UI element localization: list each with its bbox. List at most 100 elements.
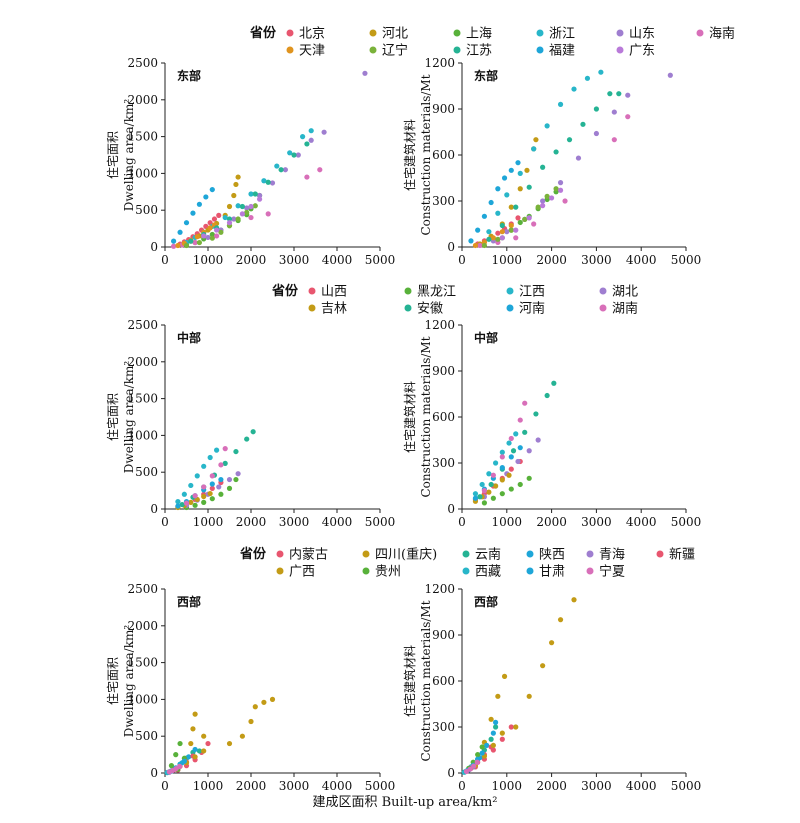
data-point: [517, 219, 523, 226]
data-point: [209, 496, 215, 502]
data-point: [598, 69, 604, 75]
legend-label: 陕西: [539, 548, 565, 563]
x-tick-label: 3000: [581, 515, 612, 529]
series-安徽: [179, 429, 256, 508]
x-tick-label: 5000: [365, 515, 396, 529]
data-point: [252, 704, 258, 710]
data-point: [513, 204, 519, 210]
data-point: [201, 463, 207, 469]
data-point: [477, 494, 483, 500]
legend-item: 辽宁: [369, 43, 408, 59]
x-tick-label: 5000: [365, 253, 396, 267]
data-point: [201, 233, 207, 239]
data-point: [317, 167, 323, 173]
series-江苏: [486, 91, 622, 242]
data-point: [192, 746, 198, 753]
data-point: [171, 243, 177, 249]
data-point: [201, 484, 207, 490]
data-point: [192, 502, 198, 508]
data-point: [261, 178, 267, 184]
data-point: [194, 473, 200, 479]
data-point: [477, 242, 483, 249]
data-point: [580, 121, 586, 127]
data-point: [308, 137, 314, 143]
data-point: [508, 486, 514, 492]
legend-marker: [404, 287, 412, 295]
legend-marker: [536, 29, 544, 37]
data-point: [508, 227, 514, 233]
data-point: [508, 222, 514, 229]
data-point: [226, 485, 233, 491]
data-point: [201, 733, 207, 739]
data-point: [300, 134, 306, 140]
data-point: [517, 481, 523, 488]
legend-item: 四川(重庆): [362, 547, 437, 563]
data-point: [557, 187, 564, 193]
legend-label: 黑龙江: [417, 285, 456, 300]
legend-marker: [586, 567, 594, 575]
data-point: [207, 490, 213, 497]
y-tick-label: 900: [432, 364, 455, 378]
data-point: [475, 752, 481, 758]
data-point: [201, 499, 207, 505]
legend-label: 广西: [289, 565, 315, 580]
data-point: [499, 736, 505, 742]
y-tick-label: 2500: [127, 318, 158, 332]
data-point: [488, 199, 494, 206]
y-tick-label: 2000: [127, 355, 158, 369]
data-point: [481, 242, 487, 249]
data-point: [278, 167, 284, 173]
data-point: [216, 484, 222, 490]
data-point: [526, 184, 532, 190]
legend-marker: [286, 46, 294, 54]
y-tick-label: 1500: [127, 392, 158, 406]
data-point: [265, 211, 271, 217]
series-江西: [175, 447, 220, 505]
x-tick-label: 0: [161, 779, 169, 793]
data-point: [235, 216, 241, 222]
data-point: [499, 477, 505, 483]
data-point: [495, 186, 501, 192]
panel-label: 东部: [177, 68, 201, 83]
data-point: [475, 227, 481, 233]
data-point: [252, 191, 258, 197]
scatter-panel-6: 0 1000 2000 3000 4000 5000 0 300 600 900 1200 西部住宅建…: [402, 582, 701, 793]
data-point: [625, 114, 631, 120]
legend-label: 山东: [629, 27, 655, 42]
data-point: [517, 170, 523, 176]
data-point: [481, 213, 487, 219]
data-point: [488, 716, 494, 722]
y-tick-label: 1000: [127, 692, 158, 706]
data-point: [248, 214, 254, 221]
data-point: [222, 460, 228, 466]
legend-label: 湖北: [612, 285, 638, 300]
x-tick-label: 2000: [236, 779, 267, 793]
data-point: [218, 491, 224, 497]
legend-marker: [462, 550, 470, 558]
data-point: [269, 696, 276, 703]
data-point: [490, 742, 496, 749]
data-point: [479, 750, 485, 756]
data-point: [186, 754, 192, 760]
series-浙江: [183, 128, 314, 246]
x-tick-label: 4000: [626, 515, 657, 529]
legend-item: 西藏: [462, 565, 501, 580]
data-point: [506, 440, 512, 446]
data-point: [201, 748, 207, 754]
x-tick-label: 1000: [193, 515, 224, 529]
data-point: [196, 748, 202, 754]
data-point: [192, 239, 198, 246]
data-point: [244, 436, 250, 442]
legend-marker: [696, 29, 704, 37]
series-辽宁: [481, 186, 559, 249]
legend-marker: [369, 46, 377, 54]
data-point: [526, 475, 532, 481]
data-point: [177, 740, 183, 747]
data-point: [481, 500, 487, 506]
legend-label: 广东: [629, 44, 655, 59]
y-axis-label-en: Dwelling area/km²: [122, 99, 136, 212]
y-axis-label-en: Construction materials/Mt: [419, 74, 433, 235]
data-point: [535, 204, 541, 210]
legend-marker: [526, 567, 534, 575]
legend-marker: [369, 29, 377, 37]
